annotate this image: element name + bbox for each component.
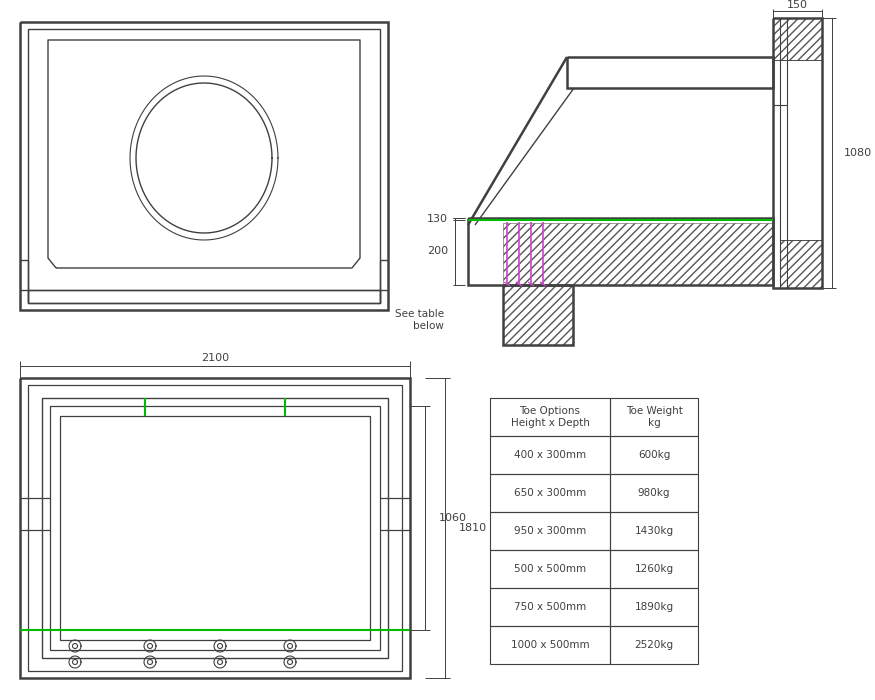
- Text: 1000 x 500mm: 1000 x 500mm: [511, 640, 590, 650]
- Text: 980kg: 980kg: [638, 488, 670, 498]
- Text: 130: 130: [427, 214, 448, 224]
- Text: 600kg: 600kg: [638, 450, 670, 460]
- Text: Toe Weight
kg: Toe Weight kg: [626, 406, 682, 428]
- Text: 1060: 1060: [439, 513, 467, 523]
- Text: 500 x 500mm: 500 x 500mm: [514, 564, 586, 574]
- Text: 1890kg: 1890kg: [634, 602, 674, 612]
- Text: 1810: 1810: [459, 523, 487, 533]
- Text: 750 x 500mm: 750 x 500mm: [514, 602, 586, 612]
- Text: 950 x 300mm: 950 x 300mm: [514, 526, 586, 536]
- Text: 400 x 300mm: 400 x 300mm: [514, 450, 586, 460]
- Text: 650 x 300mm: 650 x 300mm: [514, 488, 586, 498]
- Text: 150: 150: [787, 0, 808, 10]
- Text: See table
below: See table below: [395, 309, 444, 331]
- Text: 1080: 1080: [844, 148, 872, 158]
- Text: 200: 200: [427, 246, 448, 256]
- Text: 2100: 2100: [201, 353, 229, 363]
- Text: Toe Options
Height x Depth: Toe Options Height x Depth: [511, 406, 590, 428]
- Text: 2520kg: 2520kg: [634, 640, 674, 650]
- Text: 1260kg: 1260kg: [634, 564, 674, 574]
- Text: 1430kg: 1430kg: [634, 526, 674, 536]
